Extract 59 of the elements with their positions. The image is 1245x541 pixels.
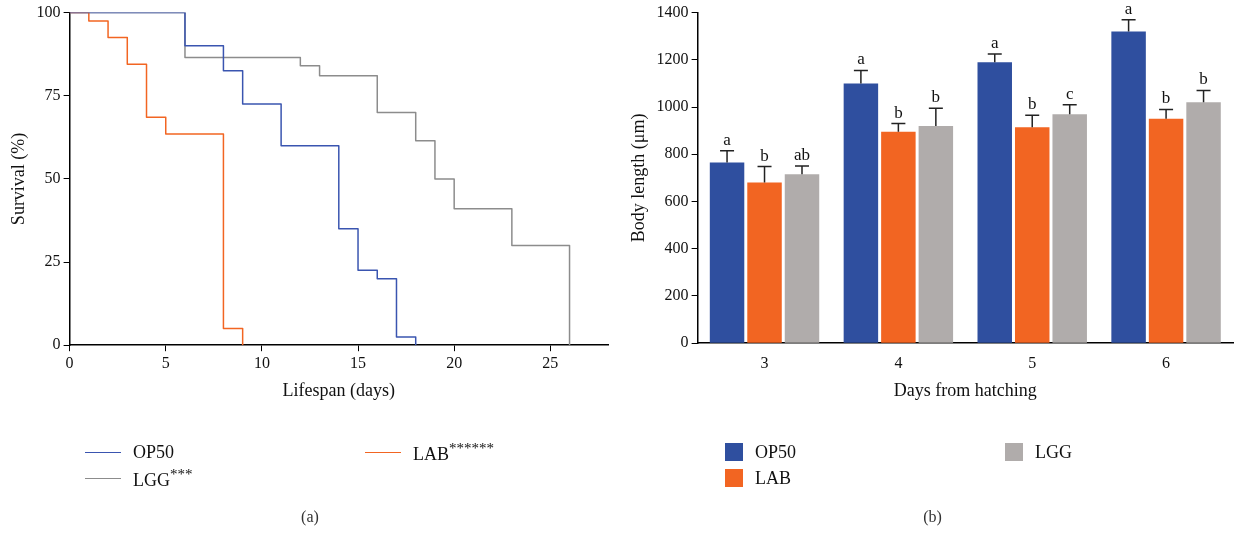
bar xyxy=(747,182,782,343)
data-label: c xyxy=(1065,83,1074,103)
x-tick-label: 4 xyxy=(894,354,903,371)
x-tick-label: 15 xyxy=(350,354,367,371)
data-label: b xyxy=(1161,88,1171,108)
data-label: a xyxy=(723,129,732,149)
data-label: a xyxy=(990,32,999,52)
x-axis-title: Lifespan (days) xyxy=(282,379,396,401)
bar xyxy=(881,131,916,343)
bar xyxy=(709,162,745,343)
data-label: a xyxy=(857,49,866,69)
text: LAB$^{******}$ xyxy=(413,439,494,464)
legend-label: OP50 xyxy=(755,441,797,463)
x-tick-label: 25 xyxy=(542,354,559,371)
y-tick-label: 1000 xyxy=(656,97,689,115)
legend-label: LAB xyxy=(755,467,791,489)
x-tick-label: 0 xyxy=(65,354,74,371)
x-tick-label: 3 xyxy=(760,354,769,371)
data-label: b xyxy=(1199,69,1208,89)
bar xyxy=(843,83,879,343)
y-tick-label: 75 xyxy=(44,85,61,103)
y-tick-label: 0 xyxy=(680,333,689,351)
data-label: a xyxy=(1124,0,1133,18)
data-label: ab xyxy=(793,145,811,165)
y-tick-label: 600 xyxy=(664,191,689,209)
x-tick-label: 5 xyxy=(161,354,170,371)
x-axis-title: Days from hatching xyxy=(893,379,1037,400)
y-tick-label: 50 xyxy=(44,169,61,187)
bar xyxy=(784,174,820,343)
legend-label: LGG xyxy=(1035,441,1072,463)
bar xyxy=(1148,118,1184,343)
data-label: b xyxy=(931,87,941,107)
bar xyxy=(1111,31,1146,343)
x-tick-label: 10 xyxy=(253,354,270,371)
y-tick-label: 0 xyxy=(52,335,61,353)
data-label: b xyxy=(760,145,769,165)
y-axis-title: Survival (%) xyxy=(7,132,29,226)
text: (a) xyxy=(300,508,320,526)
y-tick-label: 400 xyxy=(664,238,689,256)
y-tick-label: 1400 xyxy=(656,2,689,20)
y-tick-label: 800 xyxy=(664,144,689,162)
data-label: b xyxy=(894,102,903,122)
bar xyxy=(1014,127,1050,343)
legend-label: OP50 xyxy=(133,441,175,463)
bar xyxy=(1052,114,1087,343)
legend-label: LGG$^{***}$ xyxy=(133,465,193,491)
x-tick-label: 6 xyxy=(1162,354,1171,371)
bar xyxy=(918,125,954,343)
y-tick-label: 200 xyxy=(664,286,689,304)
x-tick-label: 20 xyxy=(446,354,463,371)
y-tick-label: 25 xyxy=(44,252,61,270)
bar xyxy=(977,62,1012,343)
bar xyxy=(1186,102,1221,343)
x-tick-label: 5 xyxy=(1028,354,1037,371)
y-tick-label: 1200 xyxy=(656,50,689,68)
y-tick-label: 100 xyxy=(36,2,61,20)
y-axis-title: Body length (μm) xyxy=(627,113,649,243)
text: (b) xyxy=(922,508,943,526)
data-label: b xyxy=(1027,94,1037,114)
